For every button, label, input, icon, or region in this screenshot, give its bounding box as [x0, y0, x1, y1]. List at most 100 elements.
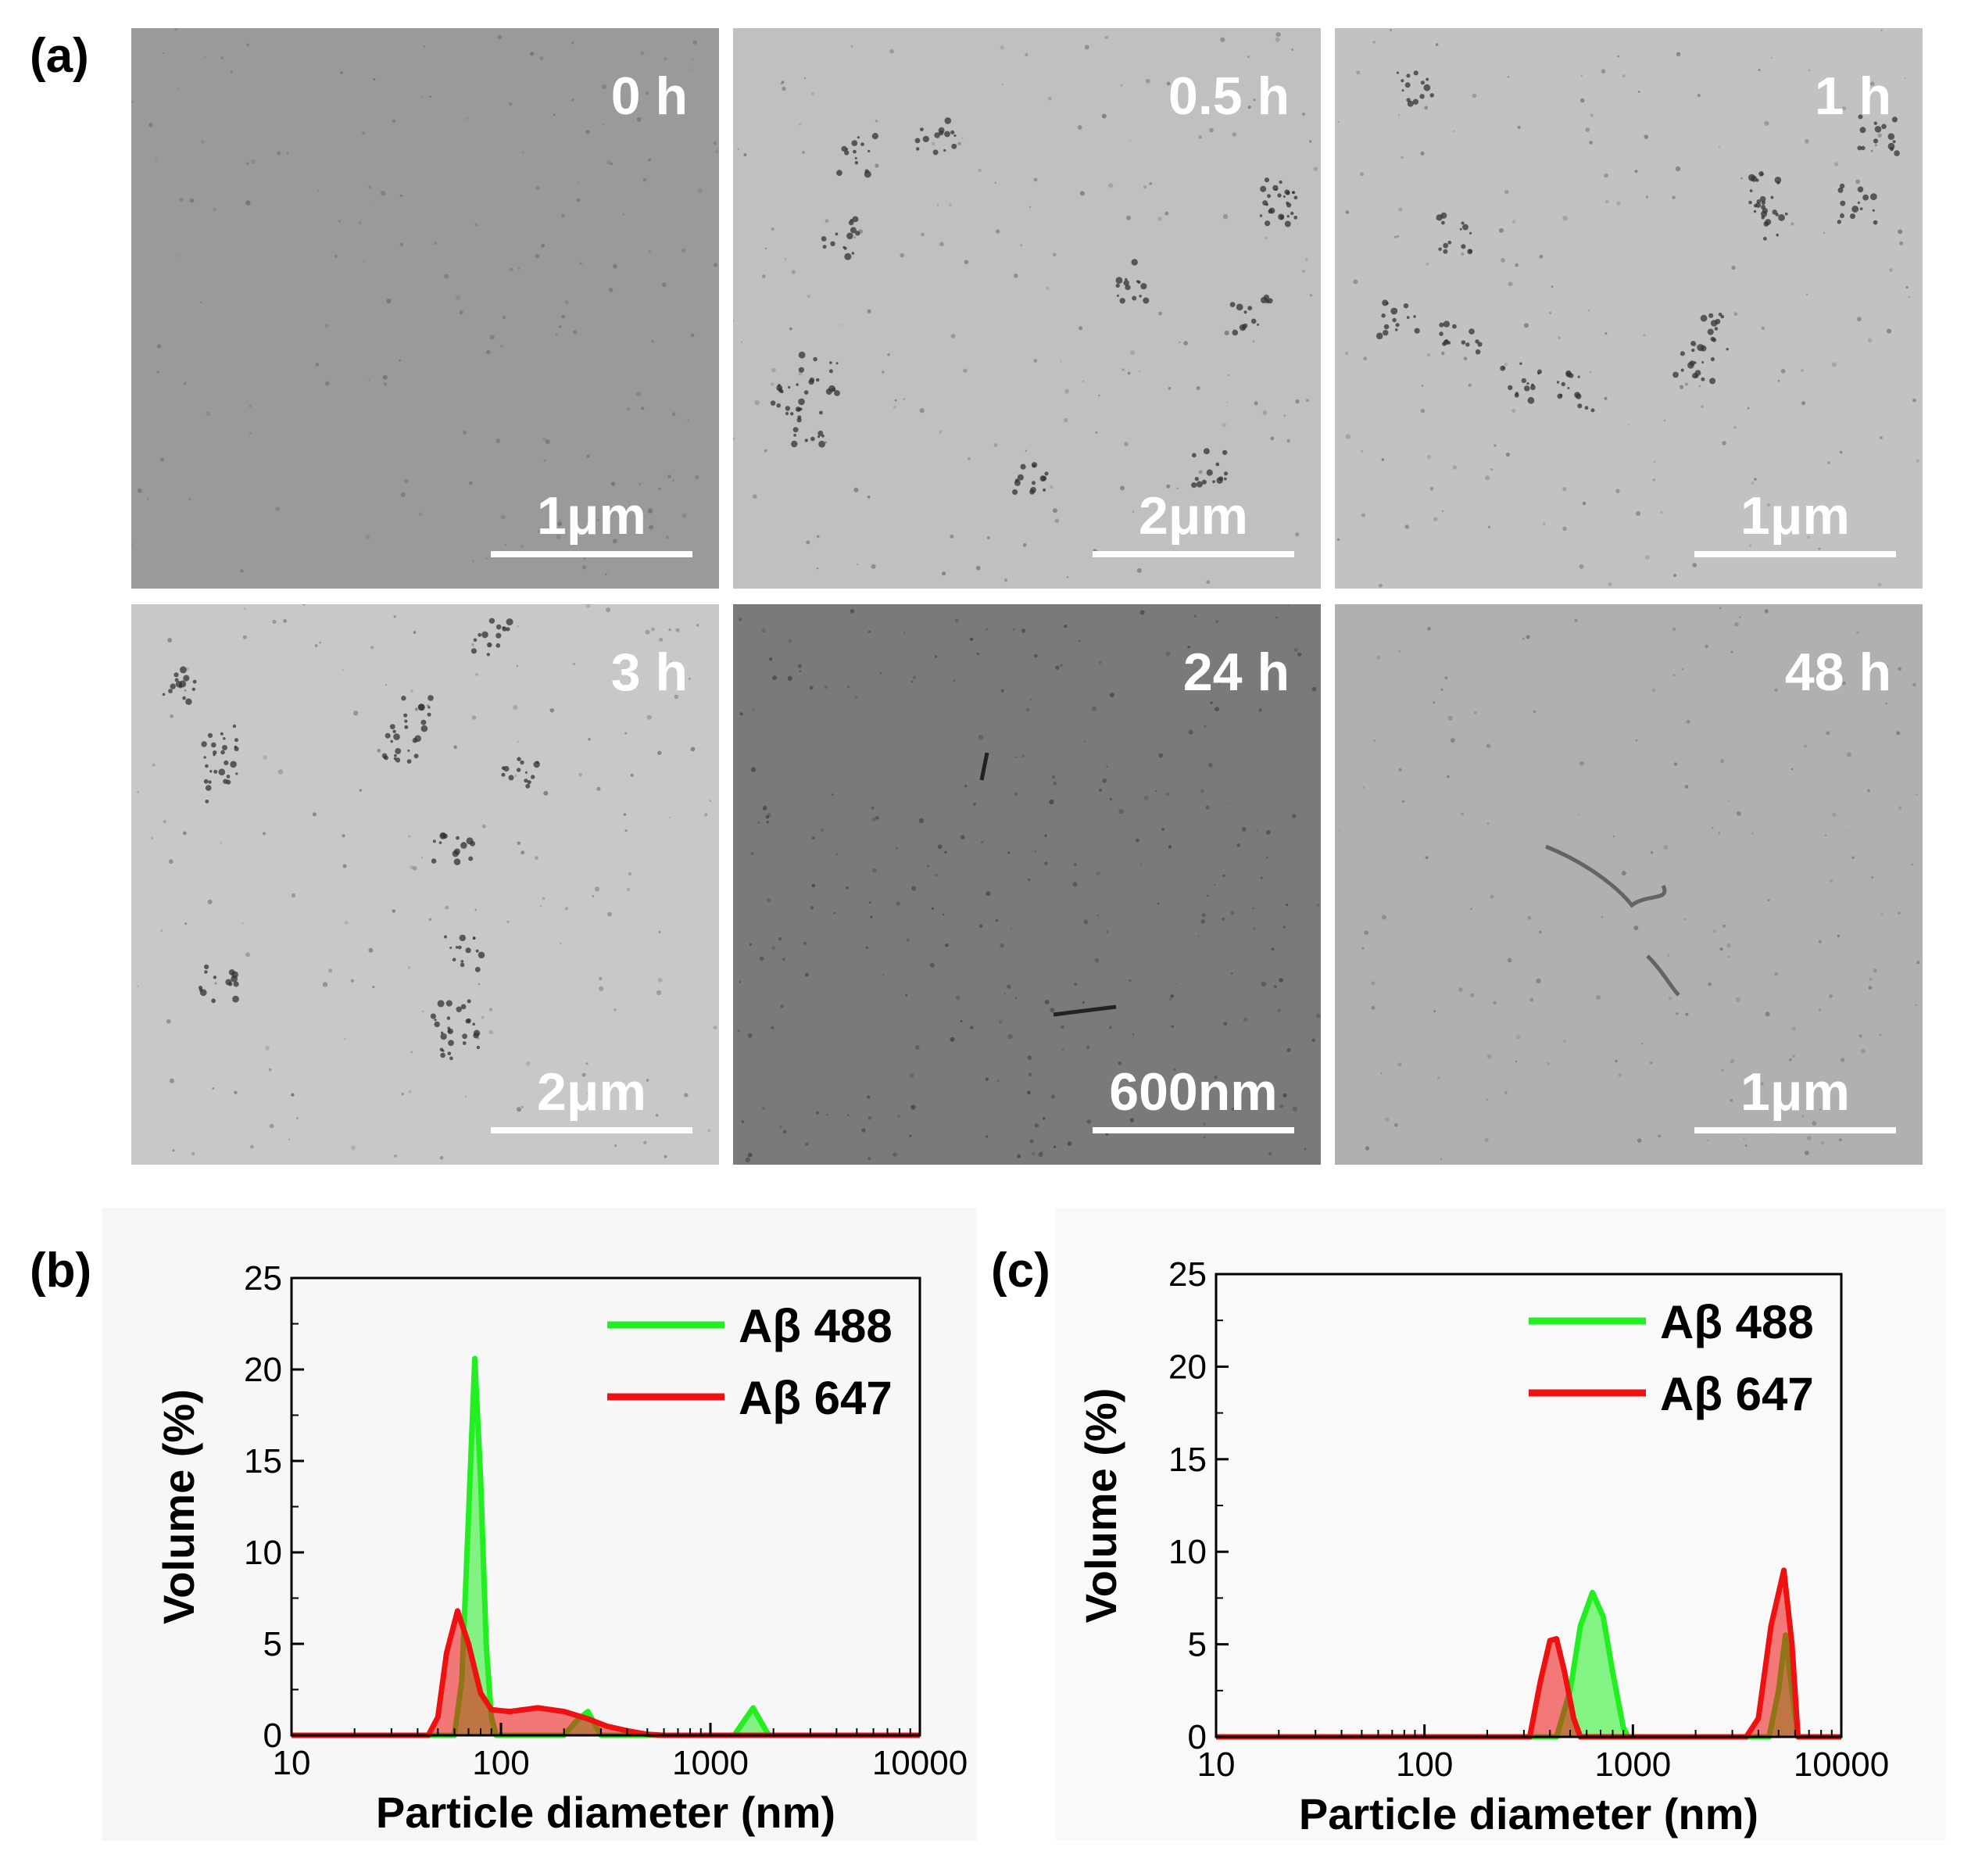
- aggregate-blob: [475, 949, 479, 953]
- tem-speck: [1053, 1145, 1057, 1148]
- tem-speck: [994, 181, 996, 184]
- tem-speck: [936, 204, 939, 206]
- series-area: [292, 1610, 920, 1735]
- tem-speck: [1912, 682, 1916, 687]
- tem-speck: [1033, 359, 1038, 363]
- tem-speck: [692, 40, 697, 45]
- scale-bar: [491, 551, 692, 557]
- tem-speck: [803, 941, 807, 945]
- fibril: [1545, 844, 1680, 997]
- tem-speck: [1247, 55, 1250, 59]
- tem-speck: [1579, 761, 1584, 766]
- tem-speck: [624, 732, 628, 735]
- aggregate-blob: [517, 757, 521, 761]
- tem-speck: [807, 295, 810, 299]
- aggregate-blob: [821, 236, 827, 242]
- aggregate-blob: [1247, 306, 1253, 311]
- tem-speck: [541, 243, 545, 248]
- tem-speck: [1390, 28, 1393, 31]
- tem-speck: [1109, 797, 1112, 800]
- tem-speck: [1241, 827, 1247, 832]
- tem-speck: [1440, 688, 1443, 691]
- tem-speck: [241, 922, 244, 925]
- tem-speck: [429, 95, 432, 98]
- tem-speck: [386, 299, 392, 304]
- aggregate-blob: [183, 675, 190, 682]
- tem-speck: [709, 800, 711, 802]
- tem-speck: [978, 735, 984, 740]
- tem-speck: [1916, 459, 1920, 463]
- aggregate-blob: [1756, 199, 1761, 204]
- aggregate-blob: [524, 779, 528, 783]
- tem-speck: [428, 918, 432, 922]
- aggregate-blob: [1212, 480, 1215, 484]
- tem-speck: [870, 915, 873, 918]
- aggregate-blob: [836, 170, 842, 177]
- tem-speck: [1277, 1008, 1281, 1012]
- tem-speck: [1360, 172, 1365, 177]
- aggregate-blob: [1123, 280, 1129, 286]
- aggregate-blob: [1758, 171, 1764, 177]
- tem-speck: [1760, 1082, 1764, 1086]
- aggregate-blob: [1762, 208, 1768, 214]
- aggregate-blob: [524, 771, 528, 774]
- tem-speck: [1165, 651, 1171, 657]
- aggregate-blob: [1872, 209, 1875, 212]
- tem-speck: [1712, 929, 1716, 933]
- aggregate-blob: [1755, 202, 1762, 208]
- tem-speck: [1139, 370, 1141, 372]
- tem-speck: [1833, 162, 1839, 166]
- tem-speck: [1877, 133, 1882, 138]
- tem-speck: [868, 630, 871, 633]
- tem-speck: [399, 359, 401, 362]
- tem-speck: [1436, 1076, 1440, 1080]
- aggregate-blob: [506, 618, 513, 626]
- tem-speck: [978, 924, 983, 928]
- tem-speck: [474, 908, 478, 911]
- tem-speck: [1311, 1038, 1315, 1042]
- tem-speck: [1839, 450, 1843, 454]
- aggregate-blob: [1714, 327, 1719, 331]
- tem-speck: [960, 835, 965, 840]
- aggregate-blob: [1881, 124, 1887, 130]
- aggregate-blob: [841, 145, 847, 152]
- tem-speck: [1029, 1139, 1034, 1144]
- tem-speck: [1846, 752, 1852, 757]
- aggregate-blob: [1262, 200, 1268, 206]
- tem-speck: [1372, 41, 1376, 44]
- tem-speck: [1345, 352, 1349, 355]
- tem-speck: [1214, 884, 1216, 886]
- tem-speck: [578, 181, 580, 184]
- aggregate-blob: [1753, 209, 1757, 213]
- tem-speck: [658, 487, 661, 491]
- tem-speck: [191, 1151, 195, 1156]
- tem-speck: [1427, 626, 1431, 631]
- aggregate-blob: [224, 760, 229, 765]
- tem-speck: [1393, 1122, 1398, 1127]
- aggregate-blob: [191, 687, 195, 691]
- tem-speck: [949, 203, 952, 206]
- aggregate-blob: [798, 351, 806, 359]
- tem-speck: [666, 535, 669, 539]
- tem-speck: [929, 962, 935, 968]
- aggregate-blob: [460, 962, 465, 968]
- tem-speck: [1021, 754, 1025, 758]
- tem-speck: [613, 263, 617, 269]
- aggregate-blob: [1396, 71, 1400, 74]
- tem-speck: [1229, 802, 1231, 804]
- tem-speck: [413, 866, 417, 871]
- tem-speck: [997, 1079, 1000, 1082]
- tem-speck: [661, 282, 667, 288]
- tem-speck: [1175, 983, 1178, 985]
- tem-speck: [986, 1135, 989, 1138]
- tem-speck: [1562, 216, 1568, 221]
- tem-speck: [648, 158, 652, 162]
- tem-speck: [778, 937, 782, 941]
- tem-speck: [1208, 763, 1213, 768]
- tem-speck: [147, 498, 149, 500]
- tem-speck: [1273, 985, 1277, 989]
- aggregate-blob: [440, 1033, 447, 1040]
- tem-speck: [1345, 210, 1350, 214]
- aggregate-blob: [1873, 121, 1877, 125]
- aggregate-blob: [1519, 362, 1522, 365]
